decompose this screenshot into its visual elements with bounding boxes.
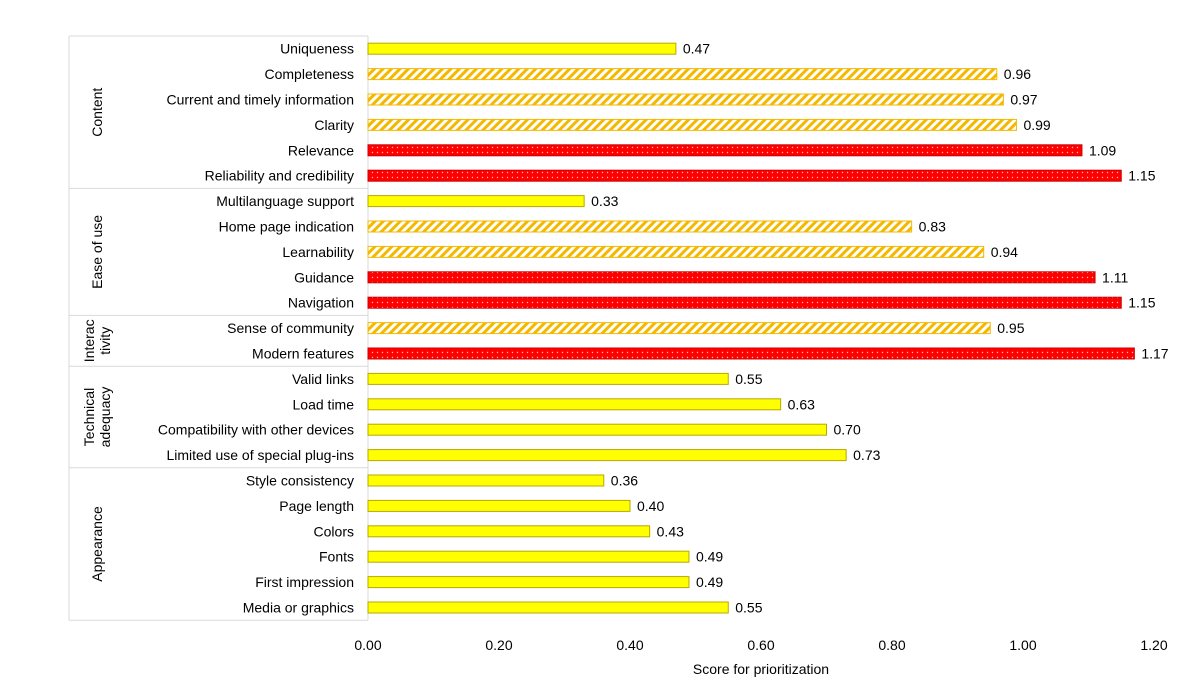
bar xyxy=(367,195,585,208)
bar xyxy=(367,42,677,55)
category-label: Valid links xyxy=(292,371,354,387)
bar xyxy=(367,169,1122,182)
bar xyxy=(367,601,729,614)
data-label: 0.40 xyxy=(637,498,664,514)
bar xyxy=(367,144,1083,157)
category-label: Compatibility with other devices xyxy=(158,422,354,438)
data-label: 0.95 xyxy=(997,320,1024,336)
category-label: Navigation xyxy=(288,295,354,311)
bar xyxy=(367,93,1004,106)
category-label: Colors xyxy=(314,523,354,539)
data-label: 0.33 xyxy=(591,193,618,209)
bar xyxy=(367,449,847,462)
group-label: Ease of use xyxy=(89,215,105,289)
category-label: Fonts xyxy=(319,549,354,565)
category-label: First impression xyxy=(255,574,354,590)
x-tick-label: 0.20 xyxy=(485,637,512,653)
category-label: Limited use of special plug-ins xyxy=(166,447,354,463)
data-label: 0.55 xyxy=(735,600,762,616)
x-axis-title: Score for prioritization xyxy=(693,661,829,677)
group-label-line: Interac xyxy=(81,319,97,362)
bar xyxy=(367,118,1017,131)
x-tick-label: 0.60 xyxy=(747,637,774,653)
data-label: 1.15 xyxy=(1128,168,1155,184)
x-tick-label: 1.20 xyxy=(1140,637,1167,653)
data-label: 1.15 xyxy=(1128,295,1155,311)
bar xyxy=(367,398,782,411)
data-label: 0.99 xyxy=(1023,117,1050,133)
category-label: Reliability and credibility xyxy=(205,168,354,184)
data-label: 0.49 xyxy=(696,574,723,590)
bar xyxy=(367,423,827,436)
data-label: 0.73 xyxy=(853,447,880,463)
data-label: 1.09 xyxy=(1089,142,1116,158)
data-label: 0.94 xyxy=(991,244,1018,260)
data-label: 0.36 xyxy=(611,473,638,489)
category-label: Uniqueness xyxy=(280,41,354,57)
x-tick-label: 0.00 xyxy=(354,637,381,653)
data-label: 0.43 xyxy=(657,523,684,539)
category-label: Sense of community xyxy=(227,320,354,336)
bar xyxy=(367,296,1122,309)
category-label: Clarity xyxy=(314,117,354,133)
data-label: 0.47 xyxy=(683,41,710,57)
data-label: 1.11 xyxy=(1102,269,1128,285)
category-label: Home page indication xyxy=(219,219,354,235)
data-labels: 0.47 0.96 0.97 0.99 1.09 1.15 0.33 0.83 0.94 1.11… xyxy=(591,41,1169,616)
bar xyxy=(367,68,998,81)
bar xyxy=(367,271,1096,284)
group-label: Technicaladequacy xyxy=(81,387,113,448)
data-label: 0.70 xyxy=(834,422,861,438)
x-tick-label: 0.40 xyxy=(616,637,643,653)
bar xyxy=(367,525,651,538)
group-label-line: adequacy xyxy=(97,387,113,448)
category-label: Completeness xyxy=(265,66,355,82)
data-label: 0.83 xyxy=(919,219,946,235)
group-label: Appearance xyxy=(89,506,105,582)
data-label: 0.49 xyxy=(696,549,723,565)
category-label: Learnability xyxy=(282,244,354,260)
data-label: 1.17 xyxy=(1141,346,1168,362)
data-label: 0.96 xyxy=(1004,66,1031,82)
bar xyxy=(367,499,631,512)
group-label: Content xyxy=(89,88,105,137)
group-label: Interactivity xyxy=(81,319,113,362)
bar xyxy=(367,372,729,385)
category-label: Load time xyxy=(293,396,355,412)
data-label: 0.55 xyxy=(735,371,762,387)
category-labels: Uniqueness Completeness Current and timely… xyxy=(158,41,354,616)
category-label: Modern features xyxy=(252,346,354,362)
category-label: Multilanguage support xyxy=(216,193,354,209)
x-tick-label: 0.80 xyxy=(878,637,905,653)
x-axis: Score for prioritization 0.00 0.20 0.40 0.6… xyxy=(354,637,1167,677)
category-label: Page length xyxy=(279,498,354,514)
data-label: 0.97 xyxy=(1010,92,1037,108)
category-label: Style consistency xyxy=(246,473,354,489)
category-label: Guidance xyxy=(294,269,354,285)
data-label: 0.63 xyxy=(788,396,815,412)
category-label: Relevance xyxy=(288,142,354,158)
category-label: Current and timely information xyxy=(166,92,354,108)
bar-series xyxy=(367,42,1135,614)
bar xyxy=(367,347,1135,360)
bar xyxy=(367,474,605,487)
group-label-line: tivity xyxy=(97,327,113,355)
group-label-line: Technical xyxy=(81,388,97,446)
bar xyxy=(367,550,690,563)
bar xyxy=(367,245,985,258)
category-label: Media or graphics xyxy=(243,600,354,616)
bar xyxy=(367,220,913,233)
group-labels: Content Ease of use Interactivity Technical… xyxy=(81,88,113,582)
bar xyxy=(367,322,991,335)
x-tick-label: 1.00 xyxy=(1009,637,1036,653)
bar xyxy=(367,576,690,589)
